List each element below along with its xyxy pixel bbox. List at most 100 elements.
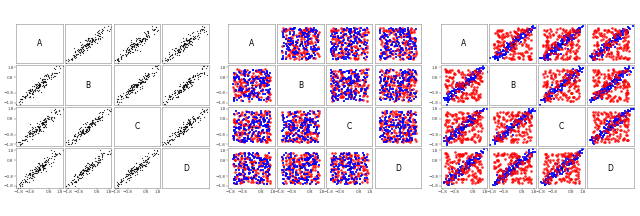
Point <box>287 29 298 32</box>
Point <box>509 169 520 173</box>
Point <box>36 130 46 133</box>
Point <box>358 94 368 98</box>
Point <box>314 47 324 51</box>
Point <box>462 136 472 140</box>
Point <box>499 43 509 47</box>
Point <box>607 73 618 76</box>
Point <box>293 162 303 166</box>
Point <box>10 186 20 189</box>
Point <box>259 132 269 135</box>
Point <box>244 153 254 157</box>
Point <box>358 78 368 81</box>
Point <box>195 116 205 120</box>
Point <box>596 137 607 141</box>
Point <box>175 44 185 48</box>
Point <box>378 52 388 55</box>
Point <box>550 175 561 179</box>
Point <box>140 71 150 75</box>
Point <box>498 135 508 138</box>
Point <box>138 80 148 83</box>
Point <box>516 121 526 124</box>
Point <box>522 29 532 33</box>
Point <box>493 139 503 143</box>
Point <box>457 84 467 88</box>
Point <box>329 154 339 158</box>
Point <box>378 96 388 100</box>
Point <box>602 113 612 116</box>
Point <box>565 76 575 80</box>
Point <box>598 49 609 52</box>
Point <box>17 184 28 187</box>
Point <box>43 117 53 120</box>
Point <box>451 172 461 176</box>
Point <box>470 98 481 102</box>
Point <box>395 128 405 131</box>
Point <box>383 48 393 52</box>
Point <box>81 130 91 133</box>
Point <box>131 84 141 87</box>
Point <box>569 154 579 158</box>
Point <box>240 80 250 83</box>
Point <box>591 52 601 56</box>
Point <box>476 68 486 71</box>
Point <box>329 90 339 94</box>
Point <box>265 92 275 96</box>
Point <box>458 123 468 126</box>
Point <box>392 140 402 144</box>
Point <box>588 51 598 55</box>
Point <box>179 130 189 133</box>
Point <box>353 32 363 36</box>
Point <box>542 74 552 77</box>
Point <box>509 52 520 55</box>
Point <box>294 165 305 168</box>
Point <box>456 152 467 155</box>
Point <box>454 90 465 94</box>
Point <box>377 137 387 140</box>
Point <box>22 135 33 139</box>
Point <box>279 165 289 169</box>
Point <box>557 83 568 86</box>
Point <box>470 111 481 114</box>
Point <box>252 167 262 171</box>
Point <box>620 124 630 128</box>
Point <box>592 57 602 61</box>
Point <box>326 178 336 182</box>
Point <box>295 164 305 168</box>
Point <box>459 168 469 171</box>
Point <box>64 58 74 61</box>
Point <box>236 69 246 73</box>
Point <box>38 121 48 125</box>
Point <box>93 161 103 164</box>
Point <box>611 57 621 61</box>
Point <box>400 29 410 32</box>
Point <box>406 120 417 124</box>
Point <box>410 118 420 122</box>
Point <box>337 162 347 165</box>
Point <box>301 45 311 49</box>
Point <box>246 158 257 162</box>
Point <box>621 123 632 127</box>
Point <box>564 176 574 180</box>
Point <box>255 132 265 135</box>
Point <box>195 74 205 77</box>
Point <box>410 128 420 131</box>
Point <box>552 85 563 88</box>
Point <box>463 78 473 81</box>
Point <box>27 132 37 136</box>
Point <box>303 161 314 165</box>
Point <box>129 48 140 52</box>
Point <box>519 161 529 165</box>
Point <box>513 127 523 130</box>
Point <box>513 119 523 122</box>
Point <box>296 116 306 120</box>
Point <box>443 154 453 157</box>
Point <box>33 171 43 174</box>
Point <box>244 172 255 176</box>
Point <box>550 174 561 178</box>
Point <box>495 135 505 139</box>
Point <box>228 89 239 92</box>
Point <box>508 123 518 126</box>
Point <box>126 85 136 89</box>
Point <box>262 97 273 101</box>
Point <box>454 82 464 85</box>
